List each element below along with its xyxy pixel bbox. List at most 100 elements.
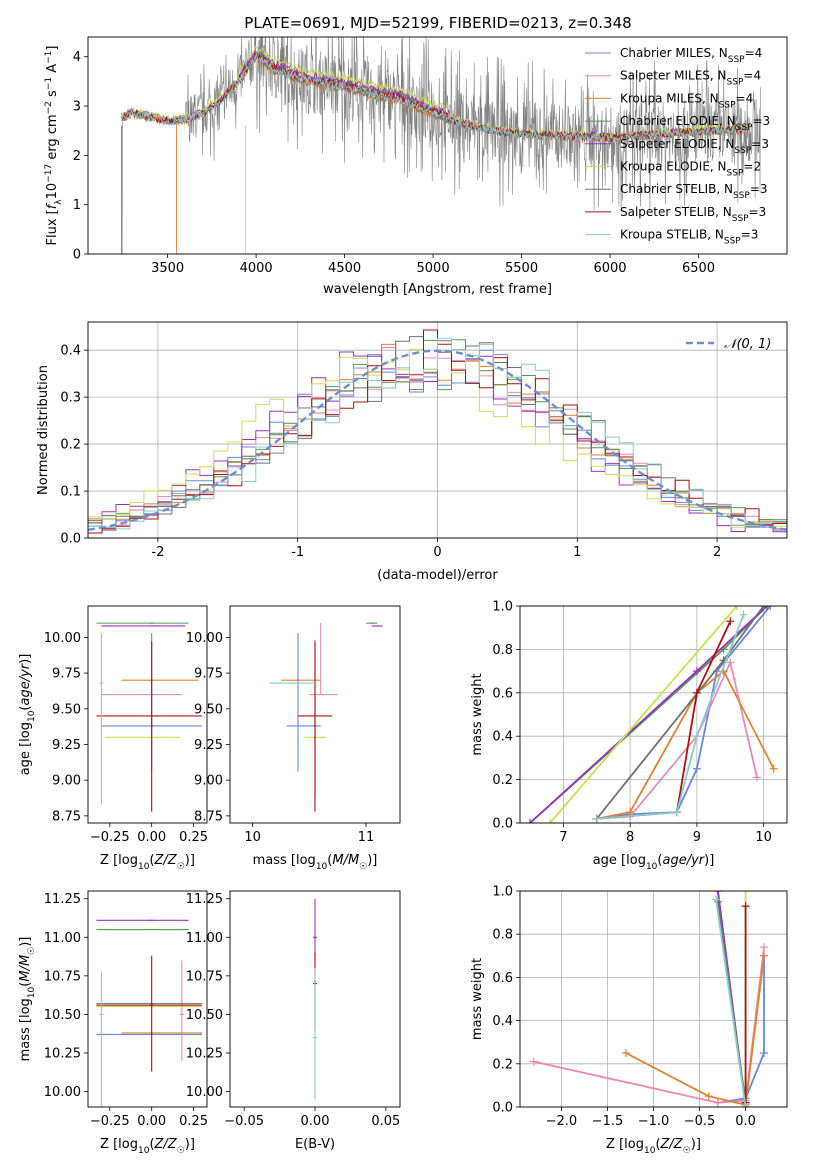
axes-frame	[87, 321, 788, 539]
y-tick-label: 0.1	[60, 485, 81, 500]
y-tick-label: 11.00	[44, 931, 81, 946]
x-tick-label: −0.5	[684, 1114, 716, 1129]
spectrum-panel: 3500 4000 4500 5000 5500 6000 6500 0 1 2 3 4 wavelen…	[44, 36, 788, 297]
legend-label: Chabrier STELIB, NSSP=3	[620, 182, 768, 201]
x-axis-label: Z [log10(Z/Z☉)]	[100, 853, 195, 872]
weight-marker	[692, 732, 701, 741]
x-axis-label: age [log10(age/yr)]	[593, 853, 715, 872]
weight-marker	[692, 764, 701, 773]
x-tick-label: 11	[358, 830, 375, 845]
y-tick-label: 0.0	[492, 817, 513, 832]
weight-marker	[692, 688, 701, 697]
weight-series-2	[596, 669, 775, 820]
plot-area	[313, 898, 317, 1100]
x-tick-label: 10	[244, 830, 261, 845]
weight-marker	[726, 658, 735, 667]
x-tick-label: −1.5	[592, 1114, 624, 1129]
x-tick-label: 0.0	[735, 1114, 756, 1129]
weight-marker	[739, 610, 748, 619]
weight-series-4	[529, 606, 768, 823]
y-tick-label: 0.6	[492, 686, 513, 701]
axes-frame	[87, 890, 208, 1108]
y-tick-label: 9.50	[52, 702, 81, 717]
x-tick-label: 10	[755, 830, 772, 845]
y-tick-label: 9.75	[194, 667, 223, 682]
y-tick-label: 1	[73, 198, 81, 213]
x-tick-label: -1	[291, 545, 304, 560]
y-tick-label: 10.75	[44, 969, 81, 984]
weight-marker	[713, 1098, 722, 1107]
x-tick-label: 0.25	[179, 1114, 208, 1129]
legend-label: Salpeter STELIB, NSSP=3	[620, 205, 766, 224]
mass-vs-metallicity-panel: −0.25 0.00 0.25 10.00 10.25 10.50 10.75 11.00 11…	[18, 890, 208, 1156]
mass-vs-ebv-panel: −0.05 0.00 0.05 10.00 10.25 10.50 10.75 11.00 11…	[186, 890, 401, 1152]
y-tick-label: 8.75	[194, 809, 223, 824]
weight-marker	[529, 1057, 538, 1066]
model-spectrum-8	[121, 53, 749, 143]
observed-spectrum	[119, 37, 761, 254]
y-tick-label: 0.8	[492, 928, 513, 943]
y-tick-label: 9.00	[194, 774, 223, 789]
plot-area	[529, 891, 768, 1107]
axes-frame	[519, 890, 788, 1108]
age-vs-mass-panel: 10 11 8.75 9.00 9.25 9.50 9.75 10.00 mass [log10…	[186, 605, 401, 872]
weight-series-5	[549, 606, 738, 823]
y-tick-label: 0.0	[60, 532, 81, 547]
x-tick-label: -2	[151, 545, 164, 560]
plot-area	[119, 37, 761, 254]
x-tick-label: 5000	[417, 261, 450, 276]
x-tick-label: 8	[626, 830, 634, 845]
weight-series-2	[625, 955, 765, 1106]
y-tick-label: 11.00	[186, 931, 223, 946]
age-vs-metallicity-panel: −0.25 0.00 0.25 8.75 9.00 9.25 9.50 9.75 10.00 Z …	[18, 605, 208, 872]
x-tick-label: 9	[693, 830, 701, 845]
y-tick-label: 9.25	[194, 738, 223, 753]
weight-marker	[692, 667, 701, 676]
y-tick-label: 1.0	[492, 885, 513, 900]
y-tick-label: 3	[73, 100, 81, 115]
axes-frame	[87, 36, 788, 255]
weight-marker	[672, 808, 681, 817]
x-tick-label: 0.00	[137, 1114, 166, 1129]
axes-frame	[519, 605, 788, 824]
weight-marker	[741, 1103, 750, 1107]
x-tick-label: 4500	[328, 261, 361, 276]
legend-label: Kroupa ELODIE, NSSP=2	[620, 160, 761, 179]
legend-label: Salpeter ELODIE, NSSP=3	[620, 137, 769, 156]
y-axis-label: age [log10(age/yr)]	[18, 654, 37, 776]
x-tick-label: 0.00	[301, 1114, 330, 1129]
weight-series-7	[596, 620, 732, 820]
weight-marker	[759, 1049, 768, 1057]
y-tick-label: 9.75	[52, 667, 81, 682]
y-tick-label: 0.2	[60, 438, 81, 453]
y-tick-label: 10.00	[44, 631, 81, 646]
y-tick-label: 9.00	[52, 774, 81, 789]
x-axis-label: E(B-V)	[295, 1137, 335, 1152]
x-tick-label: 6000	[593, 261, 626, 276]
y-tick-label: 9.50	[194, 702, 223, 717]
y-tick-label: 10.50	[186, 1008, 223, 1023]
y-tick-label: 0.4	[492, 1014, 513, 1029]
figure-title: PLATE=0691, MJD=52199, FIBERID=0213, z=0…	[244, 14, 631, 32]
weight-series-8	[596, 614, 745, 820]
weight-marker	[546, 819, 555, 823]
y-tick-label: 0	[73, 248, 81, 263]
y-tick-label: 0.0	[492, 1101, 513, 1116]
weight-marker	[712, 895, 721, 904]
weight-marker	[704, 1092, 713, 1101]
weight-series-0	[717, 955, 765, 1104]
weight-marker	[769, 764, 778, 773]
x-tick-label: 3500	[151, 261, 184, 276]
weight-marker	[759, 943, 768, 952]
x-tick-label: 2	[713, 545, 721, 560]
weight-vs-metallicity-panel: −2.0 −1.5 −1.0 −0.5 0.0 0.0 0.2 0.4 0.6 0.8 1.0 Z […	[470, 885, 788, 1156]
weight-marker	[752, 773, 761, 782]
weight-marker	[759, 606, 768, 610]
x-tick-label: 0.25	[179, 830, 208, 845]
plot-area	[88, 329, 787, 534]
x-tick-label: −0.05	[224, 1114, 264, 1129]
x-tick-label: 0.00	[137, 830, 166, 845]
y-axis-label: mass weight	[470, 673, 485, 755]
x-axis-label: Z [log10(Z/Z☉)]	[606, 1137, 701, 1156]
legend-label: Chabrier MILES, NSSP=4	[620, 46, 762, 65]
